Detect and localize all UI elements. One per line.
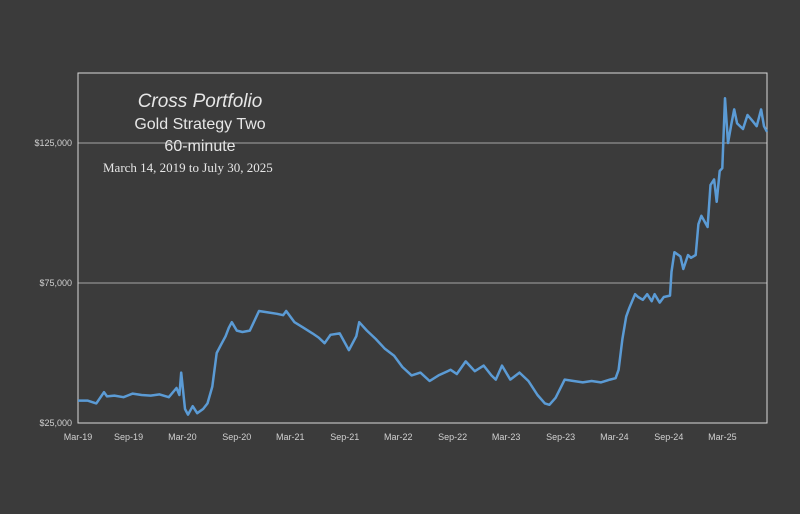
- plot-area-border: [77, 72, 768, 424]
- y-tick-label: $125,000: [34, 138, 72, 148]
- chart-date-range: March 14, 2019 to July 30, 2025: [103, 160, 273, 175]
- title-block: Cross Portfolio Gold Strategy Two 60-min…: [90, 90, 310, 158]
- x-tick-label: Mar-23: [492, 432, 521, 442]
- x-tick-label: Sep-20: [222, 432, 251, 442]
- x-tick-label: Sep-24: [654, 432, 683, 442]
- chart-subtitle-timeframe: 60-minute: [164, 138, 236, 155]
- x-tick-label: Sep-22: [438, 432, 467, 442]
- x-tick-label: Mar-22: [384, 432, 413, 442]
- gridlines: [78, 142, 767, 284]
- chart-subtitle-strategy: Gold Strategy Two: [134, 116, 266, 133]
- x-tick-label: Sep-23: [546, 432, 575, 442]
- series-line: [78, 96, 769, 416]
- chart-title: Cross Portfolio: [137, 91, 263, 112]
- y-tick-label: $75,000: [39, 278, 72, 288]
- x-tick-label: Mar-25: [708, 432, 737, 442]
- y-tick-label: $25,000: [39, 418, 72, 428]
- x-tick-label: Mar-21: [276, 432, 305, 442]
- x-tick-label: Sep-19: [114, 432, 143, 442]
- x-tick-label: Sep-21: [330, 432, 359, 442]
- x-axis-ticks: Mar-19 Sep-19 Mar-20 Sep-20 Mar-21 Sep-21 Mar-…: [64, 432, 737, 442]
- x-tick-label: Mar-24: [600, 432, 629, 442]
- x-tick-label: Mar-20: [168, 432, 197, 442]
- y-axis-ticks: $25,000 $75,000 $125,000: [34, 138, 72, 428]
- x-tick-label: Mar-19: [64, 432, 93, 442]
